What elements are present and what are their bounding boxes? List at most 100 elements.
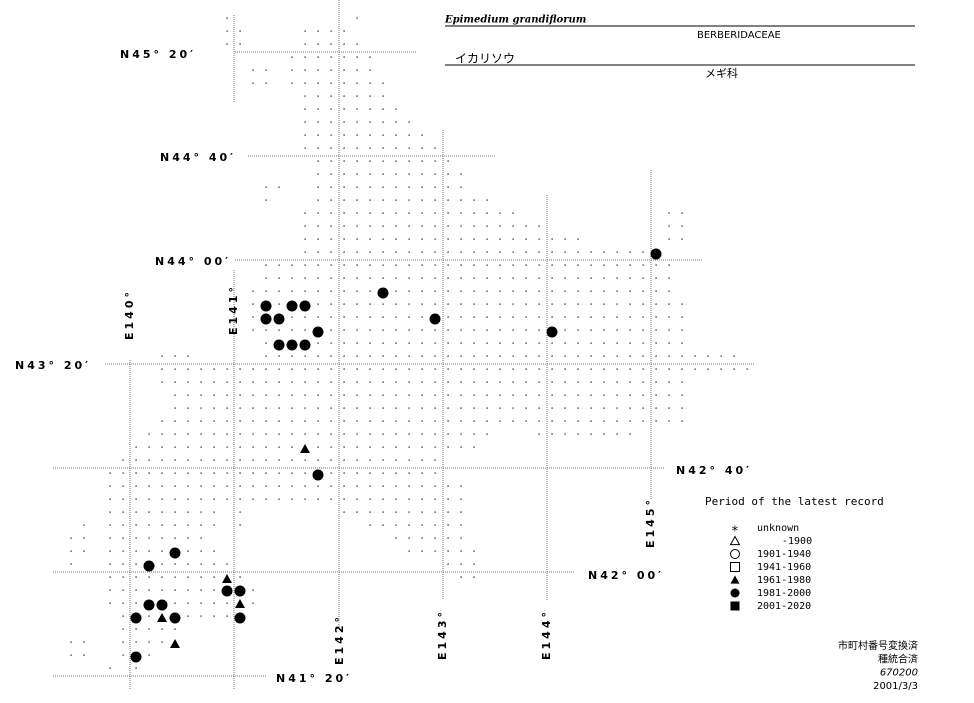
mesh-dot: [330, 160, 332, 162]
mesh-dot: [681, 303, 683, 305]
mesh-dot: [174, 537, 176, 539]
mesh-dot: [668, 420, 670, 422]
mesh-dot: [330, 472, 332, 474]
mesh-dot: [655, 394, 657, 396]
mesh-dot: [655, 264, 657, 266]
mesh-dot: [200, 381, 202, 383]
mesh-dot: [252, 290, 254, 292]
mesh-dot: [265, 368, 267, 370]
mesh-dot: [317, 30, 319, 32]
mesh-dot: [174, 628, 176, 630]
mesh-dot: [330, 303, 332, 305]
mesh-dot: [356, 147, 358, 149]
mesh-dot: [291, 368, 293, 370]
mesh-dot: [148, 472, 150, 474]
mesh-dot: [447, 381, 449, 383]
mesh-dot: [291, 355, 293, 357]
mesh-dot: [447, 238, 449, 240]
footer-line: 670200: [880, 668, 918, 679]
mesh-dot: [395, 238, 397, 240]
mesh-dot: [551, 264, 553, 266]
mesh-dot: [356, 225, 358, 227]
mesh-dot: [629, 407, 631, 409]
mesh-dot: [499, 251, 501, 253]
mesh-dot: [291, 329, 293, 331]
mesh-dot: [395, 290, 397, 292]
mesh-dot: [122, 485, 124, 487]
mesh-dot: [525, 225, 527, 227]
mesh-dot: [551, 407, 553, 409]
mesh-dot: [434, 212, 436, 214]
mesh-dot: [460, 394, 462, 396]
mesh-dot: [473, 238, 475, 240]
legend-symbol: [730, 575, 740, 584]
japanese-family: メギ科: [705, 66, 738, 80]
mesh-dot: [668, 264, 670, 266]
mesh-dot: [161, 446, 163, 448]
mesh-dot: [109, 498, 111, 500]
mesh-dot: [304, 433, 306, 435]
mesh-dot: [356, 459, 358, 461]
mesh-dot: [408, 316, 410, 318]
mesh-dot: [395, 485, 397, 487]
mesh-dot: [460, 433, 462, 435]
mesh-dot: [382, 303, 384, 305]
mesh-dot: [668, 407, 670, 409]
mesh-dot: [278, 420, 280, 422]
mesh-dot: [668, 394, 670, 396]
mesh-dot: [460, 524, 462, 526]
mesh-dot: [629, 394, 631, 396]
mesh-dot: [330, 147, 332, 149]
mesh-dot: [434, 277, 436, 279]
mesh-dot: [187, 368, 189, 370]
mesh-dot: [525, 394, 527, 396]
mesh-dot: [174, 576, 176, 578]
mesh-dot: [616, 368, 618, 370]
mesh-dot: [135, 472, 137, 474]
mesh-dot: [252, 602, 254, 604]
mesh-dot: [525, 316, 527, 318]
mesh-dot: [616, 420, 618, 422]
mesh-dot: [486, 264, 488, 266]
mesh-dot: [161, 550, 163, 552]
mesh-dot: [395, 134, 397, 136]
mesh-dot: [460, 173, 462, 175]
mesh-dot: [655, 420, 657, 422]
mesh-dot: [655, 290, 657, 292]
mesh-dot: [135, 563, 137, 565]
mesh-dot: [317, 355, 319, 357]
mesh-dot: [135, 511, 137, 513]
mesh-dot: [330, 56, 332, 58]
mesh-dot: [408, 550, 410, 552]
mesh-dot: [226, 498, 228, 500]
mesh-dot: [317, 199, 319, 201]
mesh-dot: [395, 511, 397, 513]
mesh-dot: [239, 407, 241, 409]
mesh-dot: [512, 290, 514, 292]
legend-label: 1941-1960: [757, 562, 811, 573]
mesh-dot: [317, 186, 319, 188]
legend-label: 1981-2000: [757, 588, 811, 599]
mesh-dot: [343, 498, 345, 500]
mesh-dot: [369, 82, 371, 84]
mesh-dot: [226, 446, 228, 448]
mesh-dot: [278, 329, 280, 331]
mesh-dot: [642, 381, 644, 383]
mesh-dot: [408, 303, 410, 305]
mesh-dot: [356, 485, 358, 487]
mesh-dot: [434, 173, 436, 175]
mesh-dot: [317, 134, 319, 136]
mesh-dot: [408, 381, 410, 383]
mesh-dot: [317, 225, 319, 227]
mesh-dot: [629, 368, 631, 370]
mesh-dot: [447, 316, 449, 318]
mesh-dot: [447, 498, 449, 500]
mesh-dot: [317, 303, 319, 305]
mesh-dot: [343, 511, 345, 513]
mesh-dot: [304, 251, 306, 253]
mesh-dot: [590, 420, 592, 422]
mesh-dot: [655, 316, 657, 318]
mesh-dot: [512, 355, 514, 357]
mesh-dot: [304, 329, 306, 331]
mesh-dot: [304, 108, 306, 110]
